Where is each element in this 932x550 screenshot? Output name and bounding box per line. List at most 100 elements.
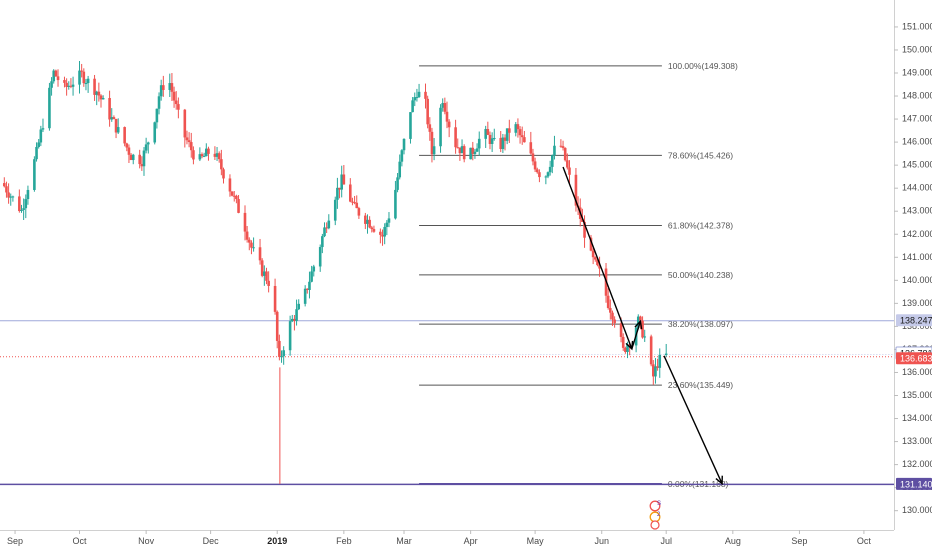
candle-body <box>327 220 331 229</box>
candle-body <box>65 82 68 87</box>
fib-label: 23.60%(135.449) <box>668 380 733 390</box>
y-tick-label: 149.000 <box>902 68 932 78</box>
candle-body <box>546 172 550 177</box>
candle-body <box>217 153 221 160</box>
candle-body <box>574 174 578 206</box>
candle-body <box>394 189 397 219</box>
candle-body <box>112 117 116 119</box>
candle-body <box>80 70 83 72</box>
candle-body <box>639 316 642 321</box>
candle-body <box>146 142 150 145</box>
candle-body <box>368 219 371 228</box>
candle-body <box>606 295 610 308</box>
candle-body <box>48 87 51 129</box>
candle-body <box>484 129 487 139</box>
candle-body <box>202 156 206 158</box>
candle-body <box>114 118 118 133</box>
candle-body <box>235 195 238 200</box>
candle-body <box>636 316 640 328</box>
fib-label: 50.00%(140.238) <box>668 270 733 280</box>
x-tick-label: May <box>527 536 545 546</box>
candle-body <box>654 366 657 377</box>
price-tag <box>896 314 932 327</box>
candle-body <box>123 127 126 144</box>
x-tick-label: Dec <box>203 536 220 546</box>
candle-body <box>544 176 548 178</box>
candle-body <box>222 169 225 179</box>
candle-body <box>67 85 71 87</box>
candle-body <box>22 208 25 210</box>
candle-body <box>652 364 655 377</box>
y-tick-label: 135.000 <box>902 390 932 400</box>
candle-body <box>520 135 524 138</box>
candle-body <box>593 257 597 260</box>
event-badge-label: 2 <box>657 512 661 518</box>
candle-body <box>265 271 268 281</box>
y-tick-label: 142.000 <box>902 229 932 239</box>
candle-body <box>348 184 352 202</box>
candle-body <box>664 353 668 355</box>
y-tick-label: 134.000 <box>902 413 932 423</box>
candle-body <box>125 143 129 148</box>
x-axis[interactable]: Sep Oct Nov Dec 2019 Feb Mar Apr May Jun Jul Aug Sep… <box>7 530 871 546</box>
price-tag-label: 131.140 <box>900 479 932 489</box>
candle-body <box>290 318 294 322</box>
candle-body <box>613 319 616 324</box>
candle-body <box>95 91 99 95</box>
y-tick-label: 140.000 <box>902 275 932 285</box>
candle-body <box>424 91 427 99</box>
candle-body <box>641 320 644 338</box>
x-tick-label: Mar <box>396 536 412 546</box>
candle-body <box>220 159 223 170</box>
candle-body <box>245 231 249 240</box>
candle-body <box>297 303 301 310</box>
candle-body <box>533 161 537 170</box>
event-badge[interactable] <box>650 520 660 530</box>
candle-body <box>656 366 659 368</box>
event-badge[interactable] <box>649 500 661 512</box>
candle-body <box>5 186 8 193</box>
candle-body <box>187 140 191 143</box>
candle-body <box>71 84 75 87</box>
candle-body <box>138 154 141 165</box>
candle-body <box>280 356 283 358</box>
candle-body <box>157 96 161 109</box>
candle-body <box>447 121 451 128</box>
candle-body <box>596 259 599 266</box>
candle-body <box>336 187 339 200</box>
candle-body <box>357 208 361 216</box>
candle-body <box>41 128 45 130</box>
candle-body <box>63 80 66 83</box>
candle-body <box>473 151 477 154</box>
candle-body <box>445 111 449 122</box>
candle-body <box>69 85 73 87</box>
candle-body <box>35 146 38 160</box>
candle-body <box>563 147 567 161</box>
candle-body <box>162 85 165 90</box>
candle-body <box>409 112 412 139</box>
candle-body <box>430 131 434 155</box>
fib-label: 100.00%(149.308) <box>668 61 738 71</box>
candle-body <box>303 288 307 304</box>
candle-body <box>518 129 522 136</box>
fib-label: 38.20%(138.097) <box>668 319 733 329</box>
candle-body <box>649 336 653 365</box>
candle-body <box>383 226 386 237</box>
candle-body <box>172 91 176 101</box>
candle-body <box>460 146 464 154</box>
x-tick-label: Jul <box>660 536 672 546</box>
candle-body <box>78 70 81 85</box>
candle-body <box>366 219 369 224</box>
candle-body <box>658 354 662 368</box>
x-tick-label: Apr <box>464 536 478 546</box>
candle-body <box>499 137 503 150</box>
candle-body <box>411 100 414 113</box>
candle-body <box>131 154 135 161</box>
candle-body <box>372 229 376 232</box>
event-badges: S2 <box>649 500 661 530</box>
candle-body <box>99 95 103 100</box>
candle-body <box>9 196 13 198</box>
candle-body <box>413 97 417 101</box>
horizontal-lines <box>0 320 894 486</box>
